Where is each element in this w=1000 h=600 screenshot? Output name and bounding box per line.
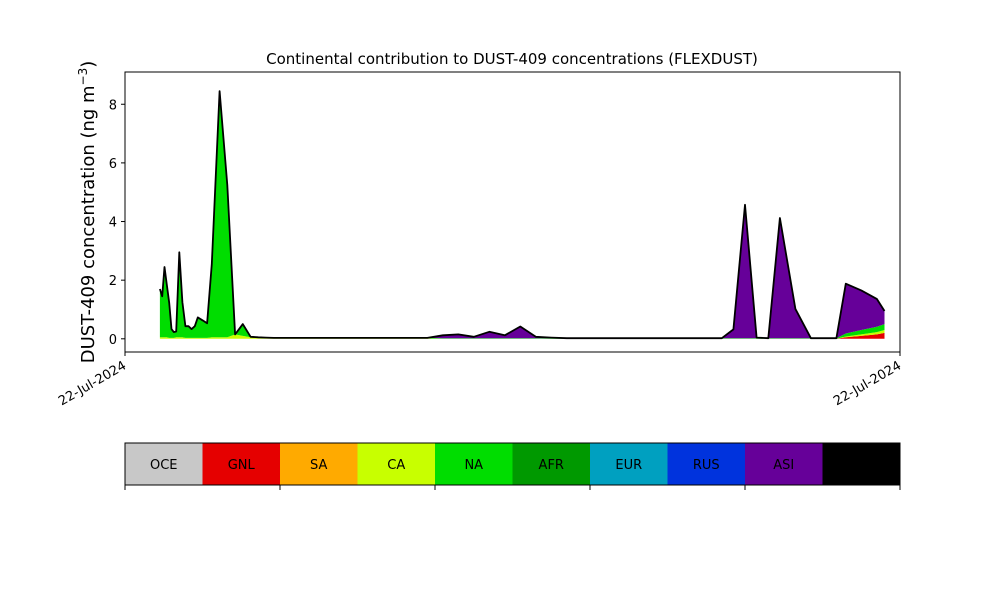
total-line-group [159, 90, 886, 340]
y-tick-label: 6 [109, 157, 117, 172]
legend-swatch-na [435, 443, 513, 485]
chart-title: Continental contribution to DUST-409 con… [266, 50, 758, 68]
y-axis-ticks: 0 2 4 6 8 [109, 98, 125, 348]
total-concentration-line [159, 90, 886, 340]
legend-label-oce: OCE [150, 458, 178, 473]
legend-swatch-afr [512, 443, 590, 485]
legend-label-asi: ASI [773, 458, 794, 473]
y-axis-label-close: ) [78, 61, 99, 68]
legend-swatch-aus [822, 443, 900, 485]
area-na [159, 91, 885, 339]
legend-label-afr: AFR [539, 458, 564, 473]
legend-swatch-gnl [202, 443, 280, 485]
area-asi [159, 91, 885, 339]
legend-label-eur: EUR [615, 458, 642, 473]
plot-frame [124, 71, 901, 353]
y-axis-label-main: DUST-409 concentration (ng m [78, 85, 99, 363]
legend-label-gnl: GNL [228, 458, 256, 473]
y-tick-label: 2 [109, 274, 117, 289]
legend-swatch-ca [357, 443, 435, 485]
legend-swatch-sa [280, 443, 358, 485]
y-tick-label: 8 [109, 98, 117, 113]
y-axis-label: DUST-409 concentration (ng m−3) [76, 61, 99, 364]
legend-swatch-rus [667, 443, 745, 485]
y-tick-label: 4 [109, 216, 117, 231]
legend-swatch-oce [125, 443, 203, 485]
area-ca [159, 330, 885, 339]
legend-frame [124, 442, 901, 486]
legend-label-aus: AUS [848, 458, 875, 473]
y-tick-label: 0 [109, 333, 117, 348]
legend-swatch-eur [590, 443, 668, 485]
x-tick-label: 22-Jul-2024 [56, 358, 129, 409]
legend-label-ca: CA [387, 458, 405, 473]
stacked-areas [159, 91, 885, 339]
legend-swatch-asi [745, 443, 823, 485]
x-axis-ticks: 22-Jul-2024 22-Jul-2024 [56, 352, 904, 409]
y-axis-label-superscript: −3 [76, 68, 90, 86]
legend-label-sa: SA [310, 458, 327, 473]
continent-color-legend: OCE GNL SA CA NA AFR EUR RUS ASI AUS [124, 442, 901, 490]
x-tick-label: 22-Jul-2024 [831, 358, 904, 409]
legend-label-rus: RUS [693, 458, 720, 473]
legend-label-na: NA [464, 458, 483, 473]
